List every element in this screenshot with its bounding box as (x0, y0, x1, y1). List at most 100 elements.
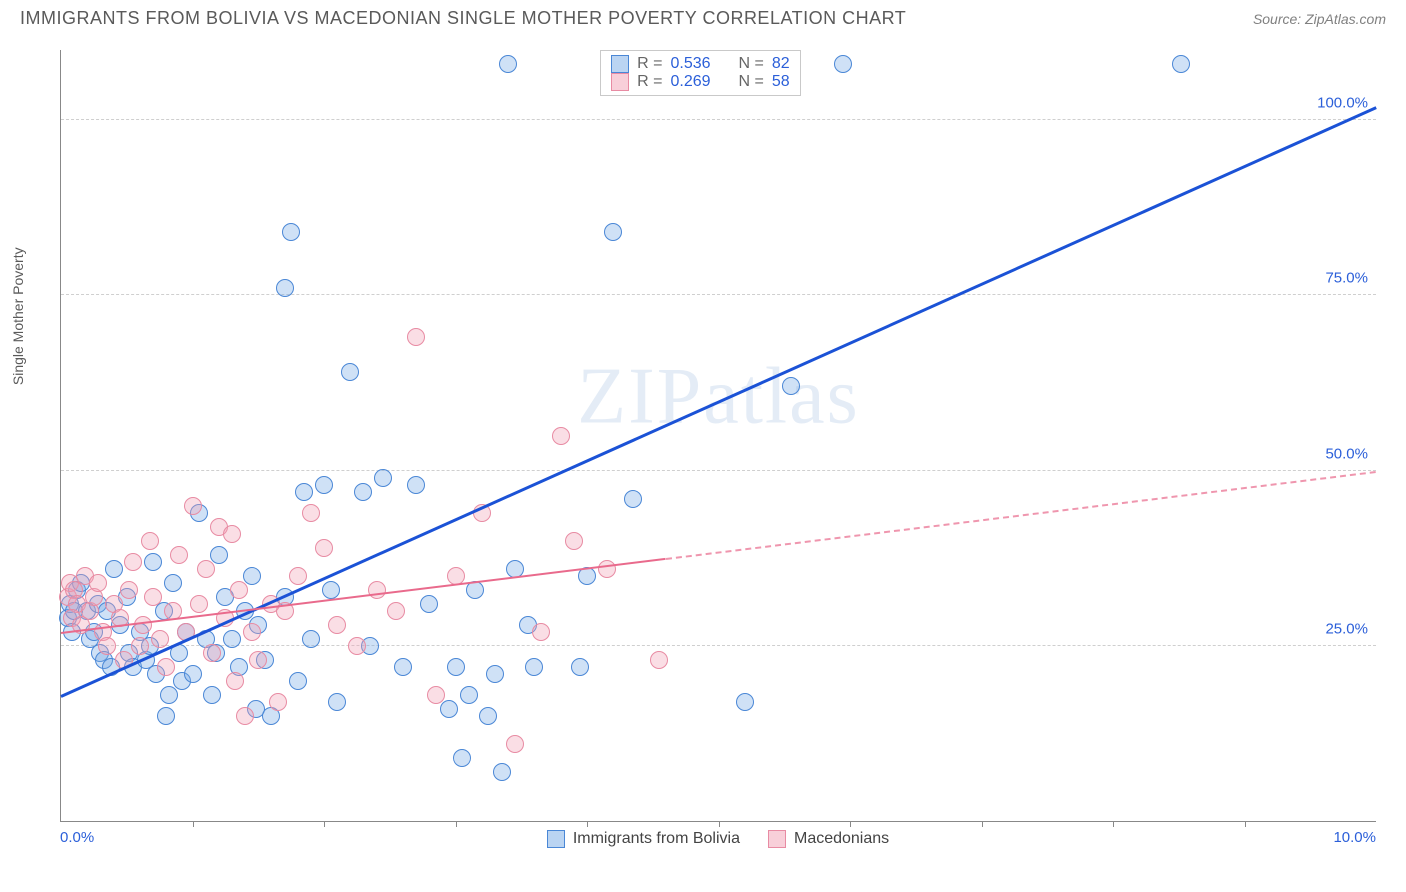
data-point (604, 223, 622, 241)
data-point (328, 693, 346, 711)
n-value: 58 (772, 73, 790, 91)
trend-line (666, 471, 1376, 560)
data-point (105, 560, 123, 578)
data-point (598, 560, 616, 578)
data-point (124, 553, 142, 571)
data-point (157, 658, 175, 676)
legend-label: Macedonians (794, 830, 889, 848)
gridline (61, 470, 1376, 471)
data-point (131, 637, 149, 655)
data-point (141, 532, 159, 550)
data-point (624, 490, 642, 508)
chart-source: Source: ZipAtlas.com (1253, 11, 1386, 27)
n-label: N = (739, 73, 764, 91)
data-point (295, 483, 313, 501)
data-point (525, 658, 543, 676)
data-point (1172, 55, 1190, 73)
legend-swatch (768, 830, 786, 848)
x-minor-tick (719, 821, 720, 827)
data-point (269, 693, 287, 711)
data-point (506, 735, 524, 753)
data-point (289, 672, 307, 690)
legend-swatch (611, 73, 629, 91)
data-point (650, 651, 668, 669)
data-point (394, 658, 412, 676)
data-point (328, 616, 346, 634)
data-point (571, 658, 589, 676)
watermark: ZIPatlas (577, 351, 860, 442)
x-minor-tick (456, 821, 457, 827)
r-value: 0.536 (670, 55, 710, 73)
gridline (61, 645, 1376, 646)
data-point (341, 363, 359, 381)
r-label: R = (637, 55, 662, 73)
data-point (420, 595, 438, 613)
data-point (243, 623, 261, 641)
correlation-legend: R = 0.536 N = 82 R = 0.269 N = 58 (600, 50, 801, 96)
data-point (249, 651, 267, 669)
data-point (223, 630, 241, 648)
data-point (315, 539, 333, 557)
data-point (160, 686, 178, 704)
data-point (184, 665, 202, 683)
x-minor-tick (1245, 821, 1246, 827)
data-point (354, 483, 372, 501)
data-point (89, 574, 107, 592)
data-point (157, 707, 175, 725)
data-point (427, 686, 445, 704)
x-minor-tick (324, 821, 325, 827)
data-point (210, 546, 228, 564)
data-point (230, 581, 248, 599)
y-tick-label: 100.0% (1317, 95, 1368, 112)
y-axis-label: Single Mother Poverty (10, 247, 26, 385)
data-point (151, 630, 169, 648)
data-point (243, 567, 261, 585)
gridline (61, 119, 1376, 120)
legend-item: Macedonians (768, 830, 889, 848)
data-point (447, 658, 465, 676)
legend-label: Immigrants from Bolivia (573, 830, 740, 848)
data-point (460, 686, 478, 704)
data-point (387, 602, 405, 620)
data-point (834, 55, 852, 73)
chart-title: IMMIGRANTS FROM BOLIVIA VS MACEDONIAN SI… (20, 8, 906, 29)
data-point (302, 504, 320, 522)
r-value: 0.269 (670, 73, 710, 91)
data-point (203, 644, 221, 662)
data-point (226, 672, 244, 690)
data-point (499, 55, 517, 73)
legend-row: R = 0.536 N = 82 (611, 55, 790, 73)
legend-item: Immigrants from Bolivia (547, 830, 740, 848)
data-point (282, 223, 300, 241)
data-point (190, 595, 208, 613)
data-point (164, 574, 182, 592)
r-label: R = (637, 73, 662, 91)
n-value: 82 (772, 55, 790, 73)
data-point (736, 693, 754, 711)
data-point (407, 476, 425, 494)
data-point (289, 567, 307, 585)
series-legend: Immigrants from Bolivia Macedonians (50, 830, 1386, 848)
data-point (565, 532, 583, 550)
n-label: N = (739, 55, 764, 73)
data-point (486, 665, 504, 683)
y-tick-label: 25.0% (1325, 620, 1368, 637)
gridline (61, 294, 1376, 295)
x-minor-tick (587, 821, 588, 827)
data-point (322, 581, 340, 599)
data-point (223, 525, 241, 543)
x-minor-tick (1113, 821, 1114, 827)
data-point (276, 279, 294, 297)
data-point (302, 630, 320, 648)
y-tick-label: 75.0% (1325, 270, 1368, 287)
data-point (203, 686, 221, 704)
data-point (532, 623, 550, 641)
data-point (453, 749, 471, 767)
x-minor-tick (850, 821, 851, 827)
x-minor-tick (982, 821, 983, 827)
data-point (184, 497, 202, 515)
data-point (348, 637, 366, 655)
legend-row: R = 0.269 N = 58 (611, 73, 790, 91)
data-point (407, 328, 425, 346)
legend-swatch (611, 55, 629, 73)
